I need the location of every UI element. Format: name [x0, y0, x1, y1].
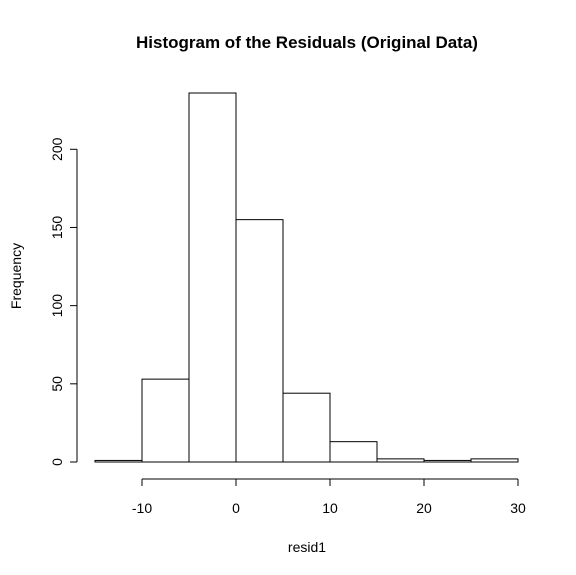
bars-group: [94, 92, 519, 463]
y-axis-label: Frequency: [8, 243, 24, 309]
histogram-bar: [282, 392, 331, 463]
histogram-bar: [470, 458, 519, 463]
y-tick-label: 150: [49, 216, 65, 240]
histogram-bar: [188, 92, 237, 463]
histogram-bar: [94, 459, 143, 463]
x-tick-label: 20: [416, 500, 432, 516]
x-tick-label: 30: [510, 500, 526, 516]
chart-title: Histogram of the Residuals (Original Dat…: [136, 33, 478, 52]
y-tick-label: 200: [49, 137, 65, 161]
histogram-bar: [141, 378, 190, 463]
y-tick-label: 50: [49, 376, 65, 392]
histogram-bar: [329, 441, 378, 463]
x-tick-label: -10: [132, 500, 152, 516]
y-axis: 0 50 100 150 200: [49, 137, 78, 466]
x-tick-label: 10: [322, 500, 338, 516]
x-tick-label: 0: [232, 500, 240, 516]
histogram-bar: [235, 219, 284, 463]
histogram-bar: [423, 459, 472, 463]
histogram-bar: [376, 458, 425, 463]
x-axis: -10 0 10 20 30: [132, 478, 526, 516]
y-tick-label: 0: [49, 458, 65, 466]
y-tick-label: 100: [49, 294, 65, 318]
x-axis-label: resid1: [288, 539, 326, 555]
